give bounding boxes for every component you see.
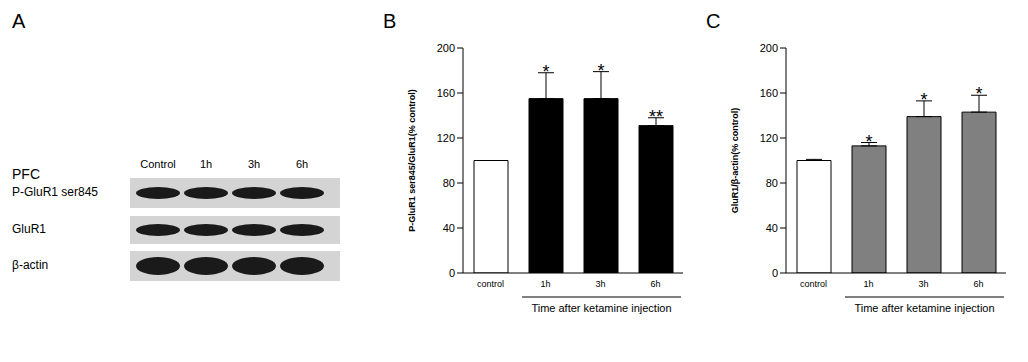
html-text:Time after ketamine injection: Time after ketamine injection: [531, 302, 672, 314]
html-text:A: A: [12, 10, 26, 32]
svg-text:control: control: [800, 279, 827, 289]
html-text:6h: 6h: [295, 158, 309, 170]
svg-text:3h: 3h: [595, 279, 605, 289]
html-text:Time after ketamine injection: Time after ketamine injection: [854, 302, 995, 314]
html-text:C: C: [706, 10, 721, 32]
svg-text:*: *: [865, 132, 872, 152]
html-text:Control: Control: [140, 158, 176, 170]
svg-text:P-GluR1 ser845/GluR1(% control: P-GluR1 ser845/GluR1(% control): [407, 89, 417, 232]
html-text:1h: 1h: [199, 158, 213, 170]
html-text:GluR1: GluR1: [12, 222, 46, 236]
svg-text:40: 40: [766, 222, 778, 234]
svg-text:6h: 6h: [973, 279, 983, 289]
svg-text:40: 40: [443, 222, 455, 234]
svg-text:120: 120: [760, 132, 778, 144]
svg-text:1h: 1h: [863, 279, 873, 289]
svg-text:*: *: [975, 84, 982, 104]
html-text:P-GluR1 ser845: P-GluR1 ser845: [12, 185, 98, 199]
svg-text:*: *: [597, 61, 604, 81]
svg-text:control: control: [477, 279, 504, 289]
svg-text:0: 0: [772, 267, 778, 279]
svg-text:3h: 3h: [918, 279, 928, 289]
svg-text:*: *: [920, 90, 927, 110]
html-text:β-actin: β-actin: [12, 258, 49, 272]
svg-text:GluR1/β-actin(% control): GluR1/β-actin(% control): [730, 108, 740, 214]
html-text:PFC: PFC: [12, 166, 40, 182]
svg-text:160: 160: [760, 87, 778, 99]
svg-text:160: 160: [437, 87, 455, 99]
svg-text:80: 80: [443, 177, 455, 189]
svg-text:200: 200: [760, 42, 778, 54]
svg-text:200: 200: [437, 42, 455, 54]
svg-text:80: 80: [766, 177, 778, 189]
svg-text:*: *: [542, 62, 549, 82]
html-text:B: B: [383, 10, 397, 32]
svg-text:1h: 1h: [540, 279, 550, 289]
svg-text:6h: 6h: [650, 279, 660, 289]
svg-text:**: **: [649, 107, 663, 127]
svg-text:120: 120: [437, 132, 455, 144]
svg-text:0: 0: [449, 267, 455, 279]
html-text:3h: 3h: [247, 158, 261, 170]
